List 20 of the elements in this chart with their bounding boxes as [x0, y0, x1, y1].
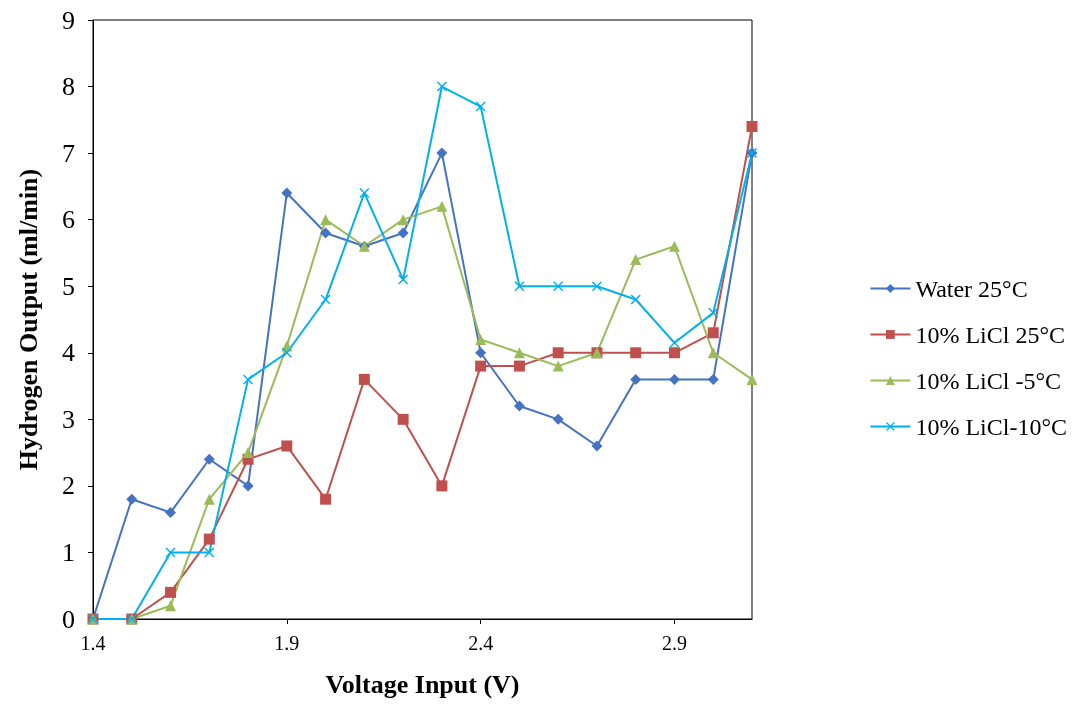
y-tick-label: 9	[62, 5, 75, 35]
y-tick-label: 7	[62, 138, 75, 168]
x-tick-label: 1.4	[80, 632, 106, 654]
y-tick-label: 2	[62, 471, 75, 501]
x-tick-label: 2.9	[661, 632, 687, 654]
y-tick-label: 5	[62, 271, 75, 301]
y-tick-label: 4	[62, 338, 75, 368]
y-tick-label: 3	[62, 404, 75, 434]
legend-label: 10% LiCl-10°C	[915, 413, 1067, 440]
x-tick-label: 2.4	[468, 632, 494, 654]
legend-label: 10% LiCl -5°C	[915, 367, 1061, 394]
y-tick-label: 6	[62, 205, 75, 235]
legend-label: 10% LiCl 25°C	[915, 321, 1066, 348]
y-tick-label: 1	[62, 537, 75, 567]
y-axis-title: Hydrogen Output (ml/min)	[13, 168, 43, 471]
x-axis-title: Voltage Input (V)	[325, 669, 520, 699]
x-tick-label: 1.9	[274, 632, 300, 654]
y-tick-label: 0	[62, 604, 75, 634]
y-tick-label: 8	[62, 72, 75, 102]
legend-label: Water 25°C	[915, 275, 1028, 302]
